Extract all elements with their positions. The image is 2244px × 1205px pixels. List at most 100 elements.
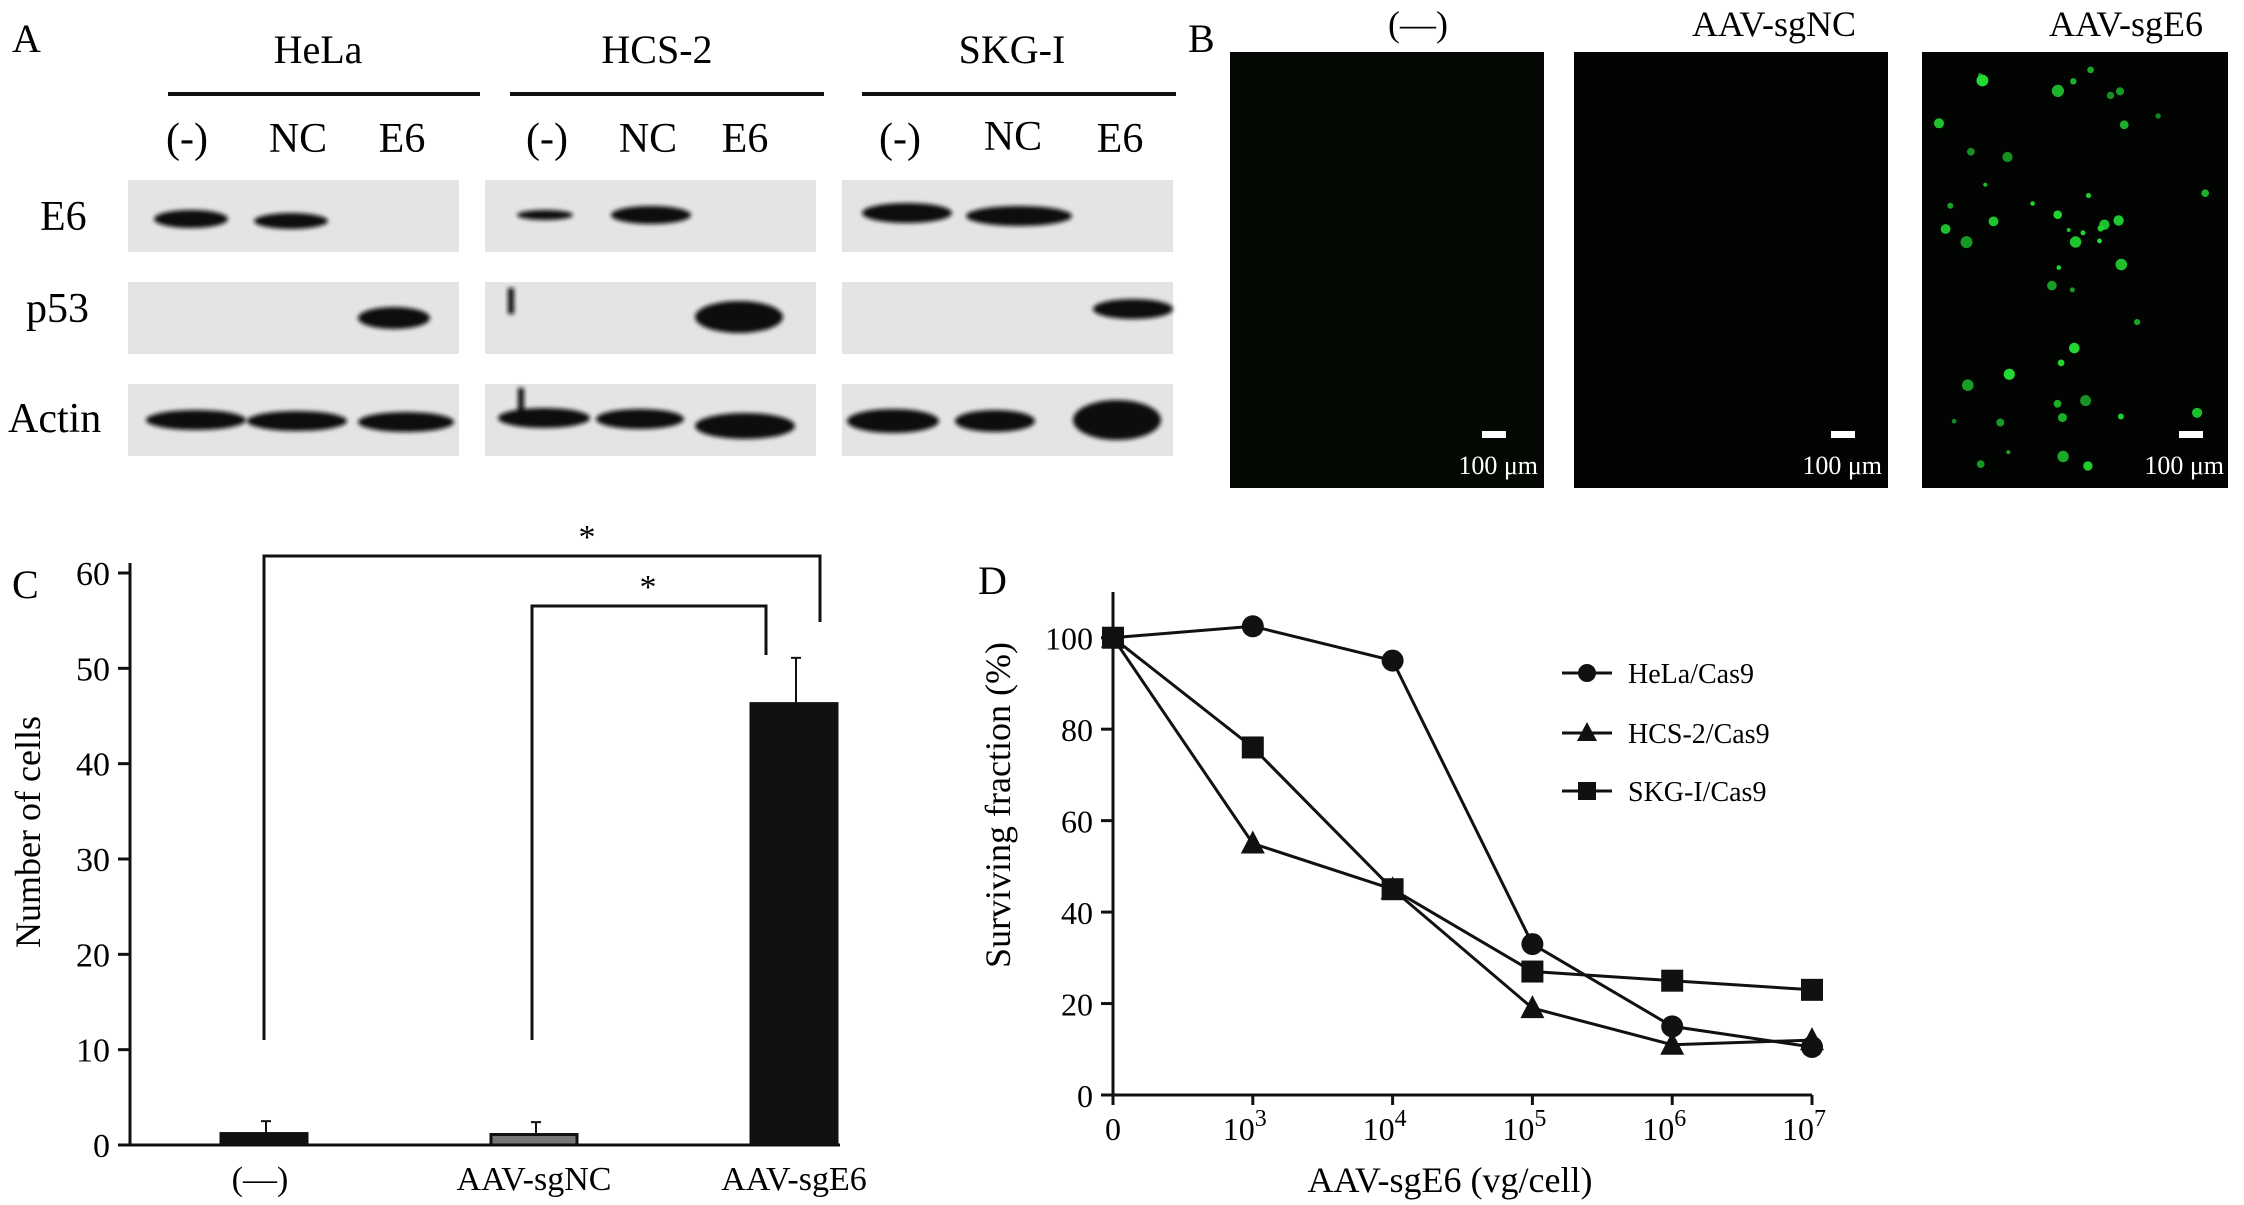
fluorescent-cell [1967,147,1975,156]
fluorescent-cell [1976,460,1985,468]
band [358,307,430,329]
legend-label: HCS-2/Cas9 [1628,719,1770,750]
fluorescent-cell [1996,418,2005,427]
fluorescent-cell [2069,342,2080,354]
data-point-square [1801,978,1823,1001]
fluorescence-image-control [1230,52,1544,488]
fluorescent-cells [1934,66,2209,471]
fluorescent-cell [2057,359,2065,367]
d-axes: 0 20 40 60 80 100 0 103 104 105 106 107 [1045,592,1826,1147]
fluorescent-cell [2115,87,2125,96]
data-point-triangle [1520,995,1545,1019]
x-tick-label: AAV-sgE6 [721,1161,866,1198]
data-point-circle [1661,1015,1684,1038]
fluorescent-cell [2115,258,2128,271]
fluorescent-cell [1934,118,1944,129]
significance-label: * [640,569,657,606]
bar [749,702,839,1147]
fluorescent-cell [1976,74,1989,87]
image-title: AAV-sgE6 [2049,4,2203,44]
fluorescent-cell [1960,236,1973,249]
data-point-circle [1521,933,1544,956]
significance-label: * [579,519,596,556]
x-tick-label: 106 [1642,1106,1686,1147]
band [247,411,347,431]
fluorescent-cell [2070,78,2077,85]
fluorescent-cell [2051,84,2064,97]
d-series [1101,615,1824,1058]
legend-label: HeLa/Cas9 [1628,659,1754,690]
data-point-circle [1381,649,1404,672]
data-point-triangle [1660,1031,1685,1055]
data-point-triangle [1240,830,1265,854]
lane-label: (-) [166,116,208,162]
x-tick-label: 107 [1782,1106,1826,1147]
band [966,206,1072,226]
blot-bands [146,203,1173,440]
fluorescent-cell [2192,407,2203,418]
data-point-circle [1241,615,1264,638]
y-tick-label: 0 [1077,1078,1093,1114]
fluorescent-cell [2099,219,2110,230]
y-tick-label: 30 [76,842,110,879]
x-tick-label: (—) [232,1161,289,1198]
data-point-square [1102,626,1124,649]
fluorescent-cell [2006,450,2011,455]
lane-label: (-) [526,116,568,162]
fluorescent-cell [1988,216,1999,227]
fluorescent-cell [2201,189,2209,197]
lane-label: E6 [1097,116,1144,162]
band [596,409,684,429]
fluorescent-cell [2057,450,2069,463]
data-point-triangle [1800,1027,1824,1051]
x-tick-label: 0 [1105,1111,1121,1147]
y-tick-label: 60 [76,556,110,593]
y-tick-label: 20 [76,937,110,974]
fluorescent-cell [2117,413,2124,420]
y-tick-label: 80 [1061,712,1093,748]
data-point-circle [1578,664,1596,682]
lane-label: E6 [722,116,769,162]
band [695,301,783,333]
panel-b-fluorescence: B (—) AAV-sgNC AAV-sgE6 100 μm 100 μm 10… [1188,4,2228,488]
image-title: AAV-sgNC [1692,4,1856,44]
y-tick-label: 100 [1045,621,1093,657]
band-artifact [508,288,514,314]
x-tick-label: 105 [1502,1106,1546,1147]
band [358,412,454,432]
fluorescent-cell [2053,210,2062,219]
x-tick-label: AAV-sgNC [457,1161,612,1198]
fluorescent-cell [1983,182,1988,187]
fluorescent-cell [2080,395,2092,407]
fluorescent-cell [2002,151,2013,163]
panel-c-bar-chart: C Number of cells 0 10 20 30 40 50 60 (—) AAV-s… [8,519,867,1198]
band [695,413,795,439]
fluorescent-cell [1947,202,1954,209]
fluorescence-image-sge6 [1922,52,2228,488]
c-bars: (—) AAV-sgNC AAV-sgE6 [219,656,867,1198]
group-title-hela: HeLa [274,27,363,72]
legend-label: SKG-I/Cas9 [1628,777,1766,808]
x-tick-label: 104 [1363,1106,1407,1147]
fluorescent-cell [2069,236,2082,248]
group-title-hcs2: HCS-2 [601,27,712,72]
scale-label: 100 μm [2144,451,2224,480]
y-tick-label: 40 [76,747,110,784]
panel-a-western-blot: A HeLa HCS-2 SKG-I (-) NC E6 (-) NC E6 (… [8,16,1176,456]
panel-b-letter: B [1188,16,1215,61]
scale-bar [2179,431,2203,438]
panel-a-letter: A [12,16,41,61]
fluorescent-cell [2106,91,2115,100]
band [955,410,1035,432]
fluorescent-cell [1940,224,1951,234]
band-artifact [518,388,524,412]
data-point-triangle [1577,722,1597,741]
x-tick-label: 103 [1223,1106,1267,1147]
fluorescent-cell [2003,368,2015,380]
c-significance: ** [262,519,822,1040]
lane-label: (-) [879,116,921,162]
band [498,408,590,428]
fluorescent-cell [2080,230,2086,236]
row-label-p53: p53 [26,286,89,332]
